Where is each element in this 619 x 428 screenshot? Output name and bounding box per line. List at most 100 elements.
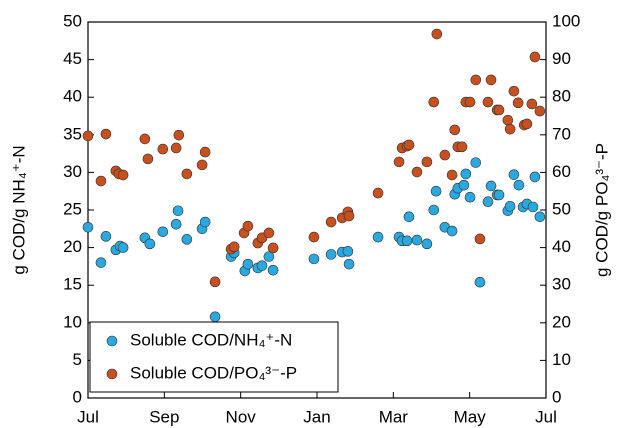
point bbox=[431, 28, 443, 40]
point bbox=[534, 105, 546, 117]
legend-marker bbox=[106, 368, 118, 380]
legend-marker bbox=[106, 335, 118, 347]
point bbox=[411, 234, 423, 246]
point bbox=[95, 175, 107, 187]
point bbox=[242, 258, 254, 270]
legend-label: Soluble COD/PO₄³⁻-P bbox=[130, 363, 297, 382]
point bbox=[534, 211, 546, 223]
point bbox=[485, 74, 497, 86]
point bbox=[343, 258, 355, 270]
legend-box bbox=[89, 321, 339, 393]
point bbox=[449, 124, 461, 136]
point bbox=[325, 216, 337, 228]
point bbox=[529, 171, 541, 183]
y2-tick-label: 80 bbox=[552, 87, 571, 106]
point bbox=[157, 143, 169, 155]
point bbox=[209, 276, 221, 288]
point bbox=[144, 238, 156, 250]
point bbox=[142, 153, 154, 165]
point bbox=[470, 74, 482, 86]
point bbox=[263, 251, 275, 262]
point bbox=[196, 159, 208, 171]
point bbox=[242, 220, 254, 232]
point bbox=[428, 204, 440, 216]
y-tick-label: 40 bbox=[63, 87, 82, 106]
y-tick-label: 15 bbox=[63, 275, 82, 294]
point bbox=[504, 123, 516, 135]
x-tick-label: Mar bbox=[379, 407, 409, 426]
y-tick-label: 5 bbox=[73, 350, 82, 369]
point bbox=[181, 168, 193, 180]
point bbox=[181, 234, 193, 245]
x-tick-label: Sep bbox=[149, 407, 179, 426]
point bbox=[411, 166, 423, 178]
point bbox=[446, 169, 458, 181]
point bbox=[403, 139, 415, 151]
y2-axis-label: g COD/g PO₄³⁻-P bbox=[592, 143, 611, 277]
point bbox=[372, 187, 384, 199]
y-tick-label: 30 bbox=[63, 162, 82, 181]
point bbox=[456, 141, 468, 153]
point bbox=[199, 216, 211, 228]
point bbox=[95, 257, 107, 268]
point bbox=[117, 169, 129, 181]
point bbox=[157, 226, 169, 238]
point bbox=[263, 227, 275, 239]
point bbox=[485, 180, 497, 192]
point bbox=[403, 211, 415, 223]
point bbox=[493, 189, 505, 201]
point bbox=[493, 104, 505, 116]
y2-tick-label: 40 bbox=[552, 237, 571, 256]
point bbox=[502, 114, 514, 126]
point bbox=[170, 142, 182, 154]
y-tick-label: 50 bbox=[63, 11, 82, 30]
point bbox=[199, 146, 211, 158]
point bbox=[529, 51, 541, 63]
point bbox=[526, 98, 538, 110]
point bbox=[464, 96, 476, 108]
point bbox=[139, 133, 151, 145]
y2-tick-label: 90 bbox=[552, 49, 571, 68]
point bbox=[100, 128, 112, 140]
x-tick-label: Jul bbox=[535, 407, 557, 426]
y-tick-label: 10 bbox=[63, 312, 82, 331]
point bbox=[342, 246, 354, 257]
point bbox=[267, 242, 279, 254]
point bbox=[504, 200, 516, 212]
y2-tick-label: 60 bbox=[552, 162, 571, 181]
y2-tick-label: 10 bbox=[552, 350, 571, 369]
point bbox=[439, 149, 451, 161]
point bbox=[82, 221, 94, 233]
point bbox=[508, 169, 520, 180]
point bbox=[117, 242, 129, 253]
point bbox=[428, 96, 440, 108]
y2-tick-label: 70 bbox=[552, 124, 571, 143]
point bbox=[308, 253, 320, 265]
point bbox=[325, 249, 337, 260]
x-tick-label: Nov bbox=[226, 407, 257, 426]
y2-tick-label: 30 bbox=[552, 275, 571, 294]
x-tick-label: Jul bbox=[77, 407, 99, 426]
y2-tick-label: 100 bbox=[552, 11, 580, 30]
point bbox=[421, 156, 433, 168]
legend-label: Soluble COD/NH₄⁺-N bbox=[130, 330, 292, 349]
point bbox=[401, 235, 413, 247]
y2-tick-label: 50 bbox=[552, 199, 571, 218]
point bbox=[421, 238, 433, 250]
point bbox=[458, 179, 470, 191]
point bbox=[464, 191, 476, 203]
point bbox=[308, 231, 320, 243]
point bbox=[474, 276, 486, 288]
point bbox=[256, 260, 268, 271]
point bbox=[470, 157, 482, 168]
point bbox=[209, 311, 221, 323]
point bbox=[430, 185, 442, 197]
y-tick-label: 25 bbox=[63, 199, 82, 218]
point bbox=[173, 129, 185, 141]
point bbox=[172, 205, 184, 217]
point bbox=[513, 179, 525, 191]
point bbox=[228, 241, 240, 253]
point bbox=[100, 231, 112, 242]
point bbox=[512, 97, 524, 109]
y-tick-label: 0 bbox=[73, 387, 82, 406]
